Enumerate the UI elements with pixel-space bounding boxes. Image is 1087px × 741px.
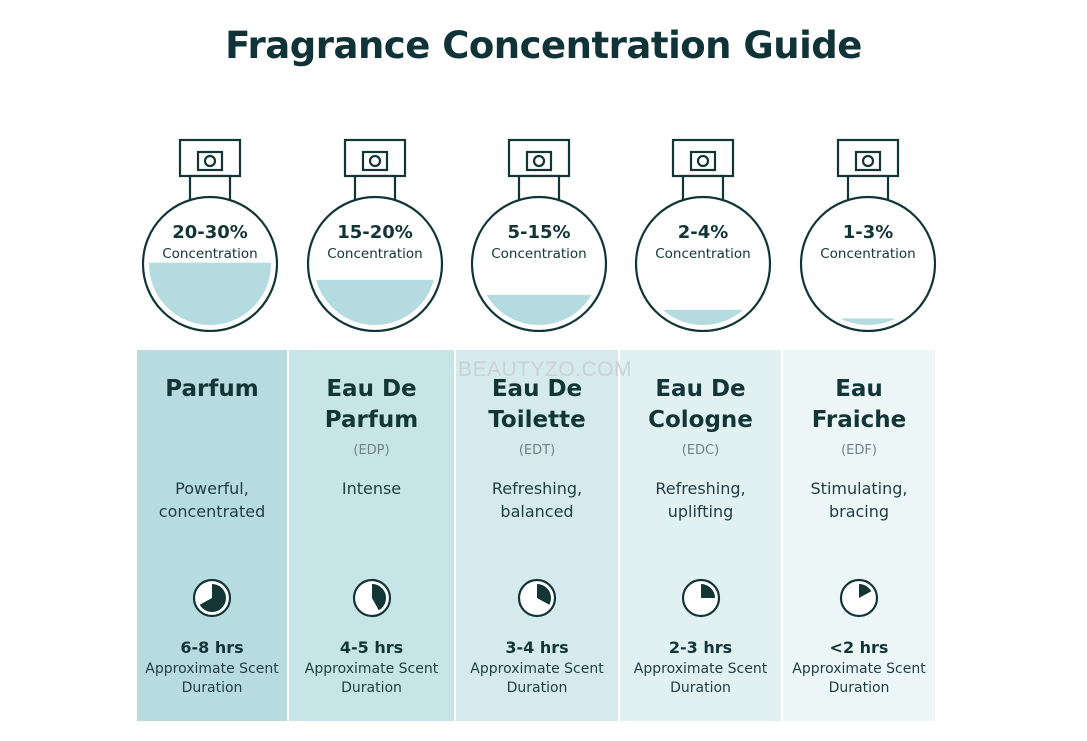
bottle-icon: [634, 138, 772, 332]
fragrance-description: Stimulating, bracing: [810, 479, 908, 521]
fragrance-name: Eau De Parfum: [324, 376, 419, 433]
column-edt: Eau De Toilette (EDT) Refreshing, balanced…: [456, 350, 618, 721]
fragrance-name: Eau De Cologne: [648, 376, 753, 433]
bottle-parfum: 20-30% Concentration: [135, 136, 285, 332]
bottle-icon: [141, 138, 279, 332]
concentration-percent: 1-3%: [842, 222, 894, 243]
fragrance-name: Eau De Toilette: [488, 376, 586, 433]
bottle-edp: 15-20% Concentration: [300, 136, 450, 332]
fragrance-abbreviation: (EDC): [681, 443, 720, 458]
duration-label: Approximate Scent Duration: [470, 661, 604, 696]
concentration-label: Concentration: [655, 246, 751, 262]
duration-wedge: [199, 584, 227, 612]
duration-label: Approximate Scent Duration: [304, 661, 439, 696]
duration-hours: 4-5 hrs: [339, 638, 404, 657]
duration-hours: 6-8 hrs: [180, 638, 244, 657]
column-edc: Eau De Cologne (EDC) Refreshing, uplifting…: [620, 350, 781, 721]
fragrance-abbreviation: (EDF): [841, 443, 877, 458]
duration-wedge: [700, 584, 715, 598]
duration-clock-icon: [517, 578, 557, 618]
concentration-percent: 15-20%: [337, 222, 413, 243]
fragrance-description: Refreshing, uplifting: [655, 479, 746, 521]
duration-clock-icon: [352, 578, 391, 618]
concentration-label: Concentration: [491, 246, 587, 262]
duration-clock-icon: [681, 578, 720, 618]
column-edf: Eau Fraiche (EDF) Stimulating, bracing <2 h…: [783, 350, 935, 721]
fragrance-name: Parfum: [165, 376, 259, 402]
duration-clock-icon: [192, 578, 232, 618]
bottle-edc: 2-4% Concentration: [628, 136, 778, 332]
duration-label: Approximate Scent Duration: [145, 661, 279, 696]
concentration-label: Concentration: [327, 246, 423, 262]
fragrance-description: Intense: [341, 479, 402, 498]
bottle-edf: 1-3% Concentration: [793, 136, 943, 332]
bottle-icon: [470, 138, 608, 332]
page-title: Fragrance Concentration Guide: [225, 24, 862, 67]
column-parfum: Parfum Powerful, concentrated 6-8 hrs Appro…: [137, 350, 287, 721]
column-edp: Eau De Parfum (EDP) Intense 4-5 hrs Approxim…: [289, 350, 454, 721]
duration-wedge: [859, 584, 872, 598]
bottle-icon: [799, 138, 937, 332]
fragrance-description: Refreshing, balanced: [491, 479, 583, 521]
duration-label: Approximate Scent Duration: [633, 661, 768, 696]
fragrance-abbreviation: (EDP): [353, 443, 390, 458]
concentration-label: Concentration: [820, 246, 916, 262]
duration-clock-icon: [839, 578, 879, 618]
duration-wedge: [371, 584, 386, 611]
duration-hours: 3-4 hrs: [505, 638, 569, 657]
concentration-percent: 2-4%: [677, 222, 729, 243]
concentration-percent: 20-30%: [172, 222, 248, 243]
watermark-text: BEAUTYZO.COM: [457, 358, 632, 381]
duration-wedge: [537, 584, 551, 605]
concentration-percent: 5-15%: [507, 222, 571, 243]
duration-hours: 2-3 hrs: [668, 638, 733, 657]
fragrance-abbreviation: (EDT): [518, 443, 556, 458]
duration-hours: <2 hrs: [829, 638, 889, 657]
bottle-edt: 5-15% Concentration: [464, 136, 614, 332]
fragrance-description: Powerful, concentrated: [158, 479, 266, 521]
fragrance-name: Eau Fraiche: [811, 376, 907, 433]
duration-label: Approximate Scent Duration: [792, 661, 926, 696]
bottle-icon: [306, 138, 444, 332]
concentration-label: Concentration: [162, 246, 258, 262]
liquid-fill: [807, 318, 929, 325]
